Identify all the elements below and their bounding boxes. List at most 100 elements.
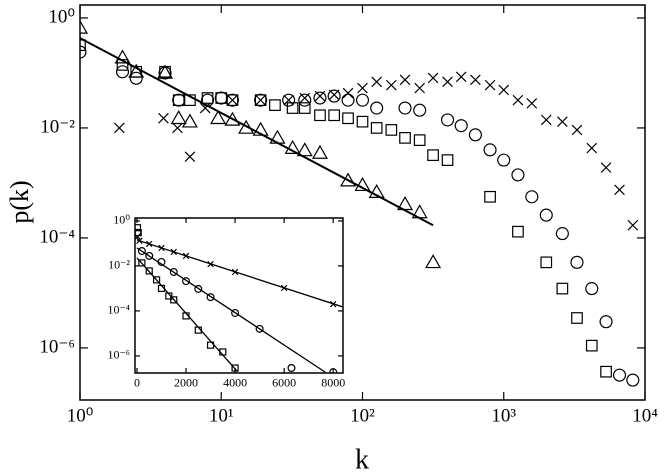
x-tick-label: 6000 (272, 376, 296, 390)
point (442, 76, 453, 88)
point (170, 110, 187, 125)
point (599, 315, 613, 329)
point (287, 364, 296, 373)
point (526, 98, 538, 109)
point (539, 208, 553, 222)
point (356, 115, 369, 128)
point (586, 142, 598, 154)
point (342, 112, 354, 125)
point (354, 176, 371, 192)
point (172, 93, 186, 107)
fit-line (136, 239, 343, 308)
y-tick-label: 10⁻⁶ (107, 348, 130, 362)
point (181, 113, 198, 128)
point (254, 94, 267, 107)
point (328, 89, 340, 101)
point (427, 72, 439, 84)
point (555, 227, 569, 241)
point (600, 365, 612, 378)
point (224, 111, 241, 126)
point (413, 103, 427, 117)
point (184, 151, 196, 163)
point (455, 71, 467, 83)
point (468, 128, 482, 142)
point (145, 267, 153, 275)
fit-line (80, 37, 434, 227)
y-tick-label: 10⁻⁶ (39, 336, 75, 357)
point (627, 219, 639, 231)
point (206, 293, 215, 302)
point (571, 124, 583, 136)
point (327, 89, 341, 103)
point (299, 92, 311, 104)
point (399, 74, 411, 86)
point (231, 308, 240, 317)
point (357, 82, 368, 94)
point (371, 76, 383, 88)
point (484, 79, 496, 91)
point (80, 45, 87, 59)
point (298, 93, 312, 107)
point (370, 101, 384, 115)
point (454, 119, 468, 133)
point (571, 312, 583, 324)
point (399, 132, 411, 144)
point (80, 39, 86, 52)
point (498, 84, 510, 96)
point (210, 110, 227, 125)
x-tick-label: 10⁴ (632, 405, 658, 426)
y-tick-label: 10⁻² (40, 116, 75, 137)
point (427, 149, 439, 162)
point (425, 254, 442, 269)
point (313, 91, 327, 105)
point (540, 114, 552, 126)
point (115, 65, 130, 79)
point (172, 122, 183, 134)
point (570, 255, 584, 269)
point (557, 116, 568, 128)
point (114, 49, 131, 64)
point (252, 121, 269, 136)
point (340, 172, 357, 187)
point (370, 122, 383, 134)
point (413, 134, 426, 146)
point (286, 102, 299, 114)
point (135, 233, 141, 240)
point (225, 93, 239, 107)
point (484, 190, 496, 203)
point (194, 284, 203, 293)
series-layer (135, 224, 343, 373)
point (172, 94, 185, 107)
point (269, 99, 281, 111)
point (114, 122, 125, 134)
point (341, 93, 355, 107)
point (556, 282, 569, 295)
point (483, 143, 497, 157)
point (135, 224, 142, 232)
y-tick-label: 10⁻⁴ (107, 303, 130, 317)
point (540, 256, 553, 269)
point (129, 71, 143, 85)
point (284, 139, 301, 154)
point (227, 94, 238, 106)
point (612, 368, 627, 382)
y-tick-label: 10⁰ (48, 6, 75, 27)
point (329, 368, 338, 373)
y-tick-label: 10⁻⁴ (39, 226, 75, 247)
point (138, 259, 146, 267)
point (283, 94, 294, 106)
point (158, 66, 172, 80)
point (414, 82, 426, 94)
point (296, 142, 313, 157)
point (170, 296, 178, 304)
y-axis-label: p(k) (5, 180, 34, 223)
point (328, 109, 341, 122)
point (145, 251, 154, 260)
point (497, 153, 511, 167)
x-axis-label: k (355, 444, 369, 473)
fit-line (136, 257, 239, 373)
point (254, 93, 268, 107)
point (314, 109, 326, 122)
fit-line (136, 247, 326, 373)
point (385, 124, 398, 136)
